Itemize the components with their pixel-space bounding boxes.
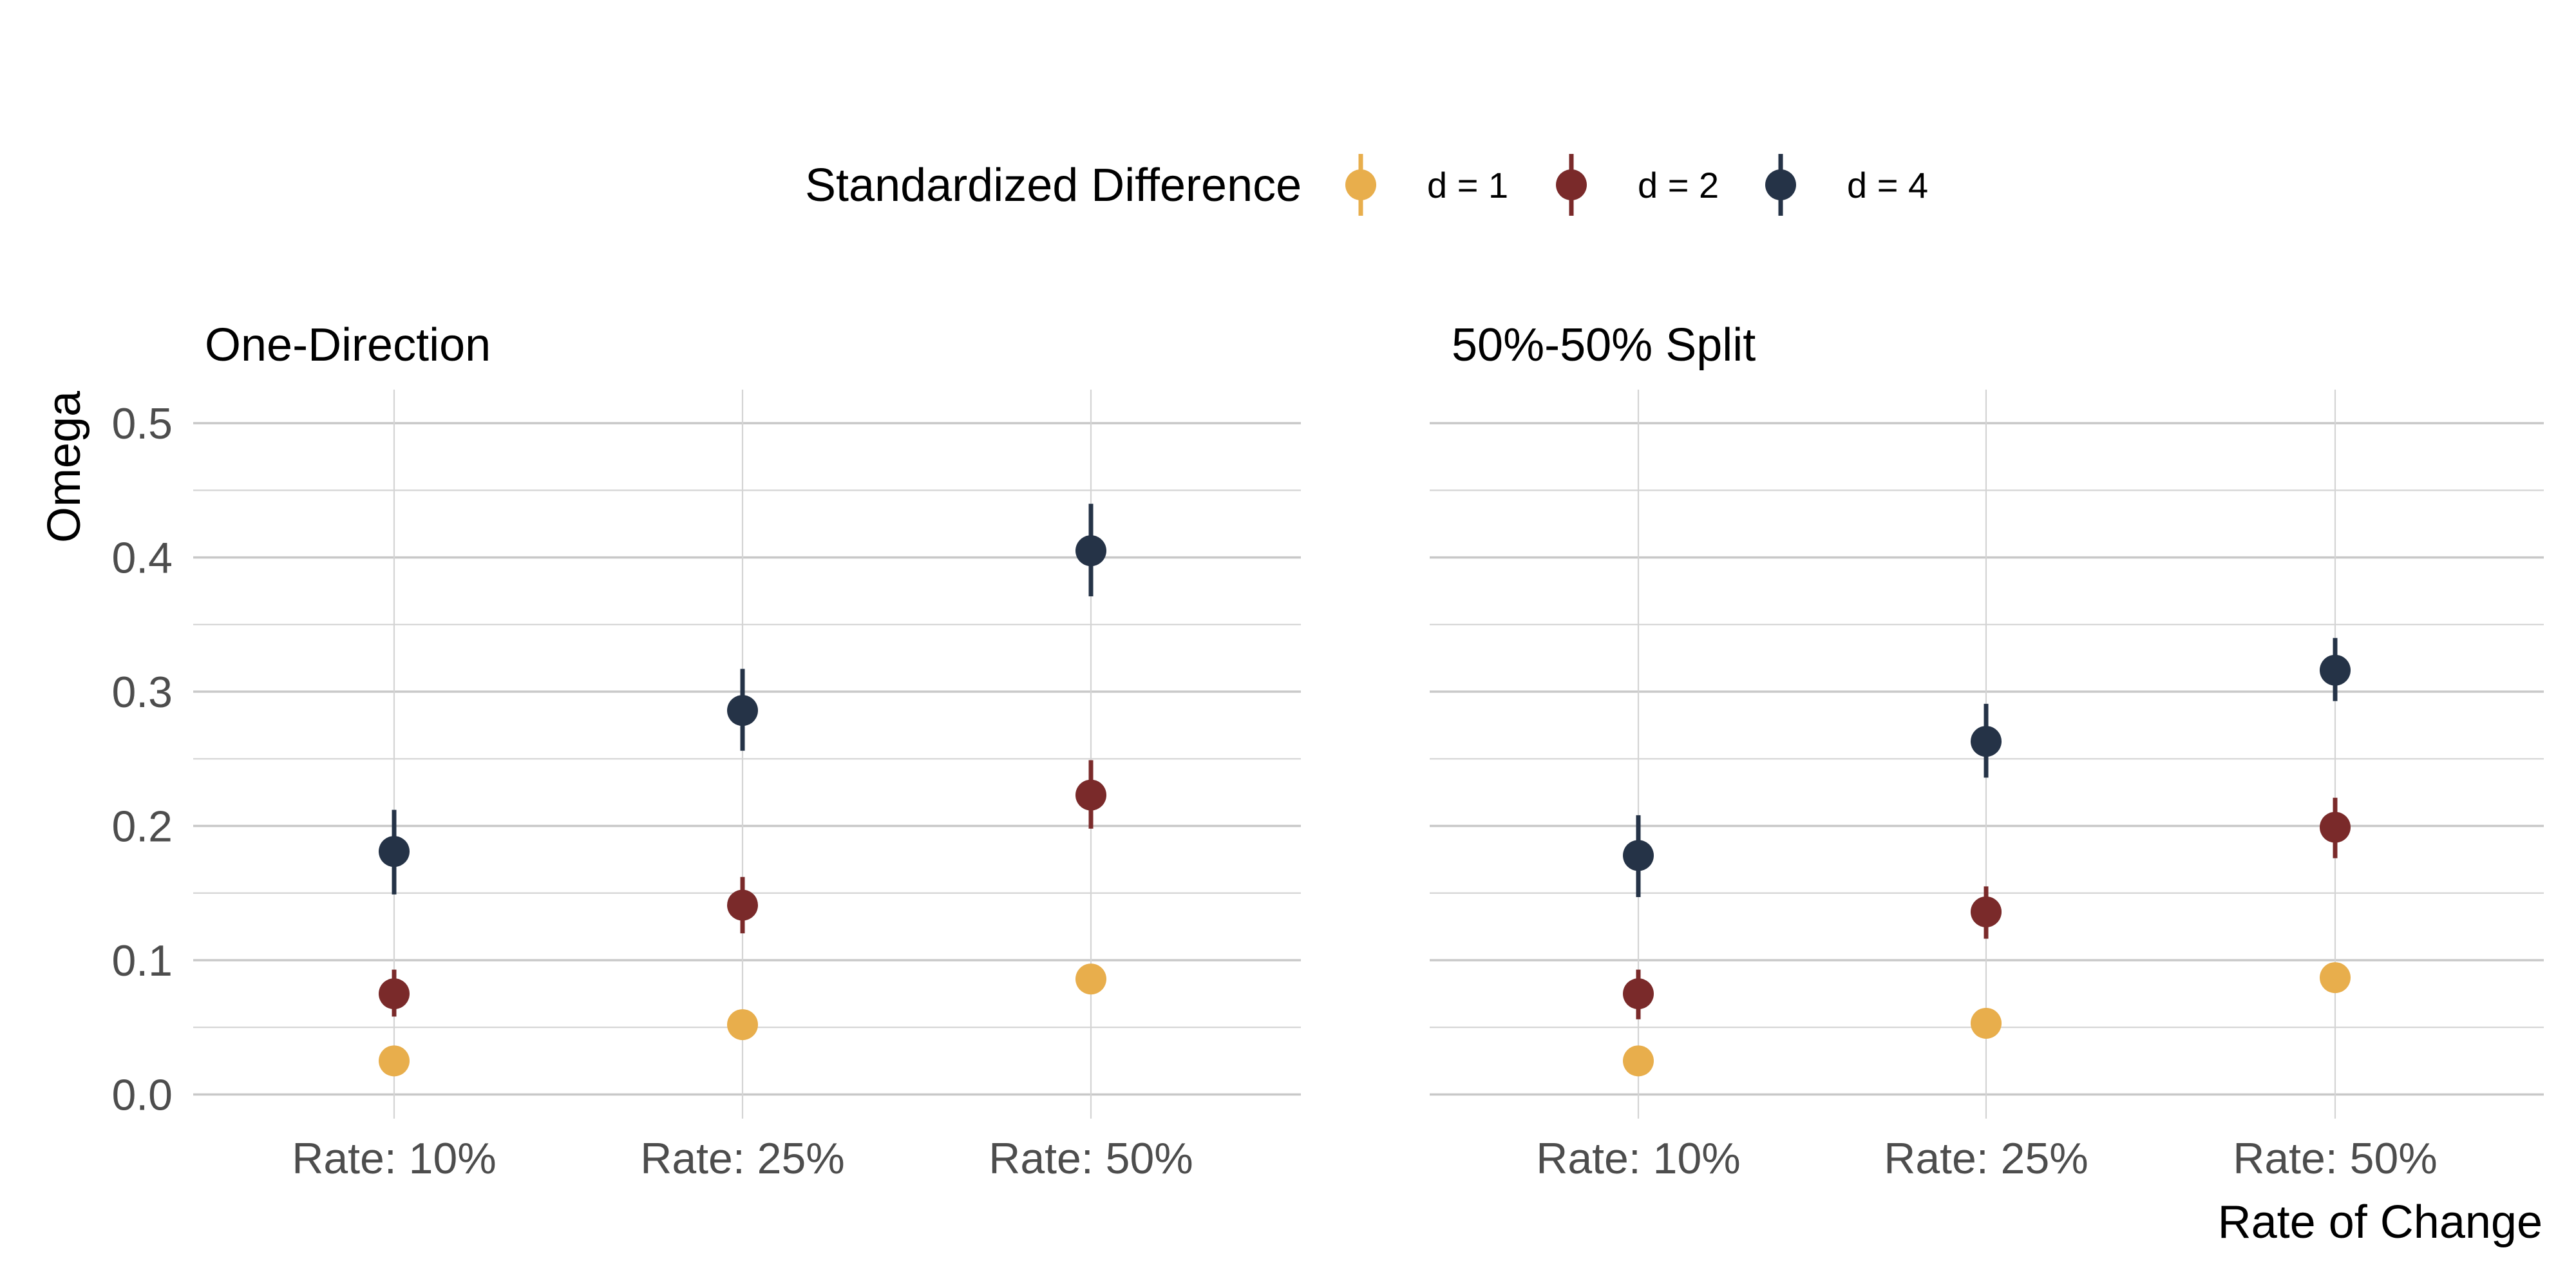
x-tick-label-rate-25: Rate: 25%: [640, 1134, 845, 1183]
y-axis-title: Omega: [39, 390, 90, 543]
x-tick-label-rate-50: Rate: 50%: [2233, 1134, 2438, 1183]
y-tick-label-0-4: 0.4: [111, 534, 173, 583]
legend-item-d-1: d = 1: [1345, 154, 1508, 216]
marks-one-direction: [379, 504, 1106, 1077]
point-d-1-rate-50: [1075, 963, 1106, 995]
point-d-4-rate-25: [1971, 726, 2002, 757]
x-axis-title: Rate of Change: [2218, 1197, 2543, 1248]
legend-item-d-4: d = 4: [1765, 154, 1928, 216]
legend-title: Standardized Difference: [805, 160, 1302, 211]
legend-key-point: [1765, 169, 1796, 200]
x-ticks-one-direction: Rate: 10% Rate: 25% Rate: 50%: [292, 1134, 1193, 1183]
point-d-1-rate-10: [1623, 1045, 1654, 1077]
point-d-2-rate-50: [1075, 779, 1106, 811]
point-d-4-rate-10: [379, 836, 410, 867]
point-d-2-rate-10: [379, 978, 410, 1010]
point-d-4-rate-25: [727, 695, 758, 726]
point-d-2-rate-25: [727, 889, 758, 921]
point-d-1-rate-25: [1971, 1007, 2002, 1039]
legend: Standardized Difference d = 1 d = 2 d = 4: [805, 154, 1928, 216]
x-tick-label-rate-10: Rate: 10%: [1536, 1134, 1741, 1183]
panel-title-one-direction: One-Direction: [205, 319, 491, 371]
point-d-1-rate-50: [2320, 962, 2351, 994]
x-ticks-split: Rate: 10% Rate: 25% Rate: 50%: [1536, 1134, 2438, 1183]
legend-item-d-2: d = 2: [1556, 154, 1719, 216]
x-tick-label-rate-25: Rate: 25%: [1884, 1134, 2088, 1183]
marks-split: [1623, 638, 2351, 1077]
legend-key-point: [1345, 169, 1376, 200]
panel-one-direction: Rate: 10% Rate: 25% Rate: 50%: [193, 390, 1301, 1183]
point-d-4-rate-10: [1623, 840, 1654, 871]
panel-title-split: 50%-50% Split: [1452, 319, 1756, 371]
legend-label: d = 4: [1847, 165, 1928, 205]
legend-label: d = 2: [1638, 165, 1719, 205]
y-tick-label-0-3: 0.3: [111, 668, 173, 717]
point-d-4-rate-50: [1075, 535, 1106, 567]
legend-keys: d = 1 d = 2 d = 4: [1345, 154, 1928, 216]
y-tick-label-0-0: 0.0: [111, 1070, 173, 1119]
point-d-2-rate-25: [1971, 896, 2002, 927]
y-tick-label-0-1: 0.1: [111, 936, 173, 985]
legend-key-point: [1556, 169, 1587, 200]
y-tick-label-0-5: 0.5: [111, 399, 173, 448]
point-d-2-rate-50: [2320, 811, 2351, 843]
x-tick-label-rate-10: Rate: 10%: [292, 1134, 497, 1183]
y-ticks: 0.0 0.1 0.2 0.3 0.4 0.5: [111, 399, 173, 1119]
legend-label: d = 1: [1427, 165, 1508, 205]
panel-split: Rate: 10% Rate: 25% Rate: 50%: [1430, 390, 2544, 1183]
point-d-1-rate-10: [379, 1045, 410, 1077]
point-d-1-rate-25: [727, 1009, 758, 1041]
y-tick-label-0-2: 0.2: [111, 802, 173, 851]
grid-one-direction: [193, 390, 1301, 1119]
x-tick-label-rate-50: Rate: 50%: [989, 1134, 1193, 1183]
point-d-4-rate-50: [2320, 654, 2351, 686]
point-d-2-rate-10: [1623, 978, 1654, 1010]
